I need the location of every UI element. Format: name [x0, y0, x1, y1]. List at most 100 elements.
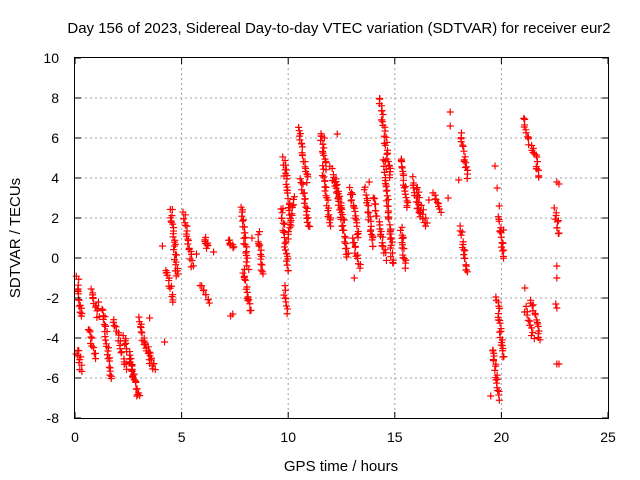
- x-tick-label: 20: [494, 429, 510, 445]
- data-point: [76, 356, 84, 364]
- data-point: [238, 212, 246, 220]
- data-point: [170, 246, 178, 254]
- data-point: [87, 285, 95, 293]
- data-point: [169, 298, 177, 306]
- data-point: [328, 164, 336, 172]
- data-point: [351, 214, 359, 222]
- data-point: [138, 329, 146, 337]
- data-point: [417, 201, 425, 209]
- data-point: [389, 259, 397, 267]
- data-point: [198, 282, 206, 290]
- data-point: [296, 136, 304, 144]
- data-point: [459, 142, 467, 150]
- data-point: [524, 316, 532, 324]
- data-point: [365, 209, 373, 217]
- data-point: [460, 254, 468, 262]
- data-point: [299, 180, 307, 188]
- data-point: [304, 214, 312, 222]
- data-point: [341, 238, 349, 246]
- data-point: [385, 161, 393, 169]
- data-point: [500, 246, 508, 254]
- data-point: [458, 228, 466, 236]
- data-point: [528, 324, 536, 332]
- data-point: [413, 184, 421, 192]
- data-point: [343, 253, 351, 261]
- data-point: [384, 149, 392, 157]
- data-point: [422, 222, 430, 230]
- data-point: [317, 137, 325, 145]
- data-point: [322, 159, 330, 167]
- data-point: [500, 353, 508, 361]
- data-point: [422, 214, 430, 222]
- data-point: [333, 130, 341, 138]
- data-point: [210, 248, 218, 256]
- data-point: [367, 230, 375, 238]
- data-point: [279, 227, 287, 235]
- data-point: [319, 162, 327, 170]
- data-point: [463, 268, 471, 276]
- data-point: [457, 138, 465, 146]
- data-point: [181, 211, 189, 219]
- data-point: [299, 190, 307, 198]
- data-point: [554, 217, 562, 225]
- data-point: [388, 238, 396, 246]
- data-point: [350, 274, 358, 282]
- data-point: [327, 222, 335, 230]
- data-point: [525, 141, 533, 149]
- data-point: [94, 298, 102, 306]
- data-point: [387, 253, 395, 261]
- data-point: [320, 173, 328, 181]
- y-tick-label: -4: [47, 330, 60, 346]
- data-point: [344, 249, 352, 257]
- data-point: [257, 266, 265, 274]
- y-tick-label: 0: [51, 250, 59, 266]
- data-point: [554, 230, 562, 238]
- data-point: [121, 340, 129, 348]
- data-point: [386, 221, 394, 229]
- data-point: [184, 240, 192, 248]
- data-point: [144, 343, 152, 351]
- data-point: [145, 348, 153, 356]
- data-point: [520, 114, 528, 122]
- data-point: [499, 347, 507, 355]
- data-point: [348, 196, 356, 204]
- data-point: [166, 284, 174, 292]
- data-point: [383, 138, 391, 146]
- data-point: [255, 228, 263, 236]
- data-point: [431, 195, 439, 203]
- data-point: [116, 345, 124, 353]
- data-point: [169, 233, 177, 241]
- data-point: [522, 129, 530, 137]
- data-point: [321, 187, 329, 195]
- data-point: [523, 311, 531, 319]
- data-point: [101, 336, 109, 344]
- data-point: [295, 123, 303, 131]
- data-point: [494, 386, 502, 394]
- data-point: [533, 153, 541, 161]
- data-point: [281, 246, 289, 254]
- data-point: [389, 249, 397, 257]
- data-point: [381, 127, 389, 135]
- data-point: [343, 244, 351, 252]
- data-point: [461, 153, 469, 161]
- data-point: [373, 212, 381, 220]
- data-point: [380, 168, 388, 176]
- data-point: [460, 157, 468, 165]
- y-axis-label: SDTVAR / TECUs: [7, 178, 24, 298]
- axis-ticks: 0 5 10 15 20 25 -8 -6 -4 -2 0 2 4 6 8 10: [43, 50, 616, 445]
- data-point: [493, 375, 501, 383]
- data-point: [521, 284, 529, 292]
- data-point: [378, 107, 386, 115]
- data-point: [460, 251, 468, 259]
- data-point: [554, 218, 562, 226]
- data-point: [229, 310, 237, 318]
- data-point: [103, 327, 111, 335]
- data-point: [254, 231, 262, 239]
- data-point: [500, 254, 508, 262]
- data-point: [402, 194, 410, 202]
- data-point: [382, 187, 390, 195]
- data-point: [462, 163, 470, 171]
- data-point: [360, 186, 368, 194]
- data-point: [339, 226, 347, 234]
- data-point: [246, 300, 254, 308]
